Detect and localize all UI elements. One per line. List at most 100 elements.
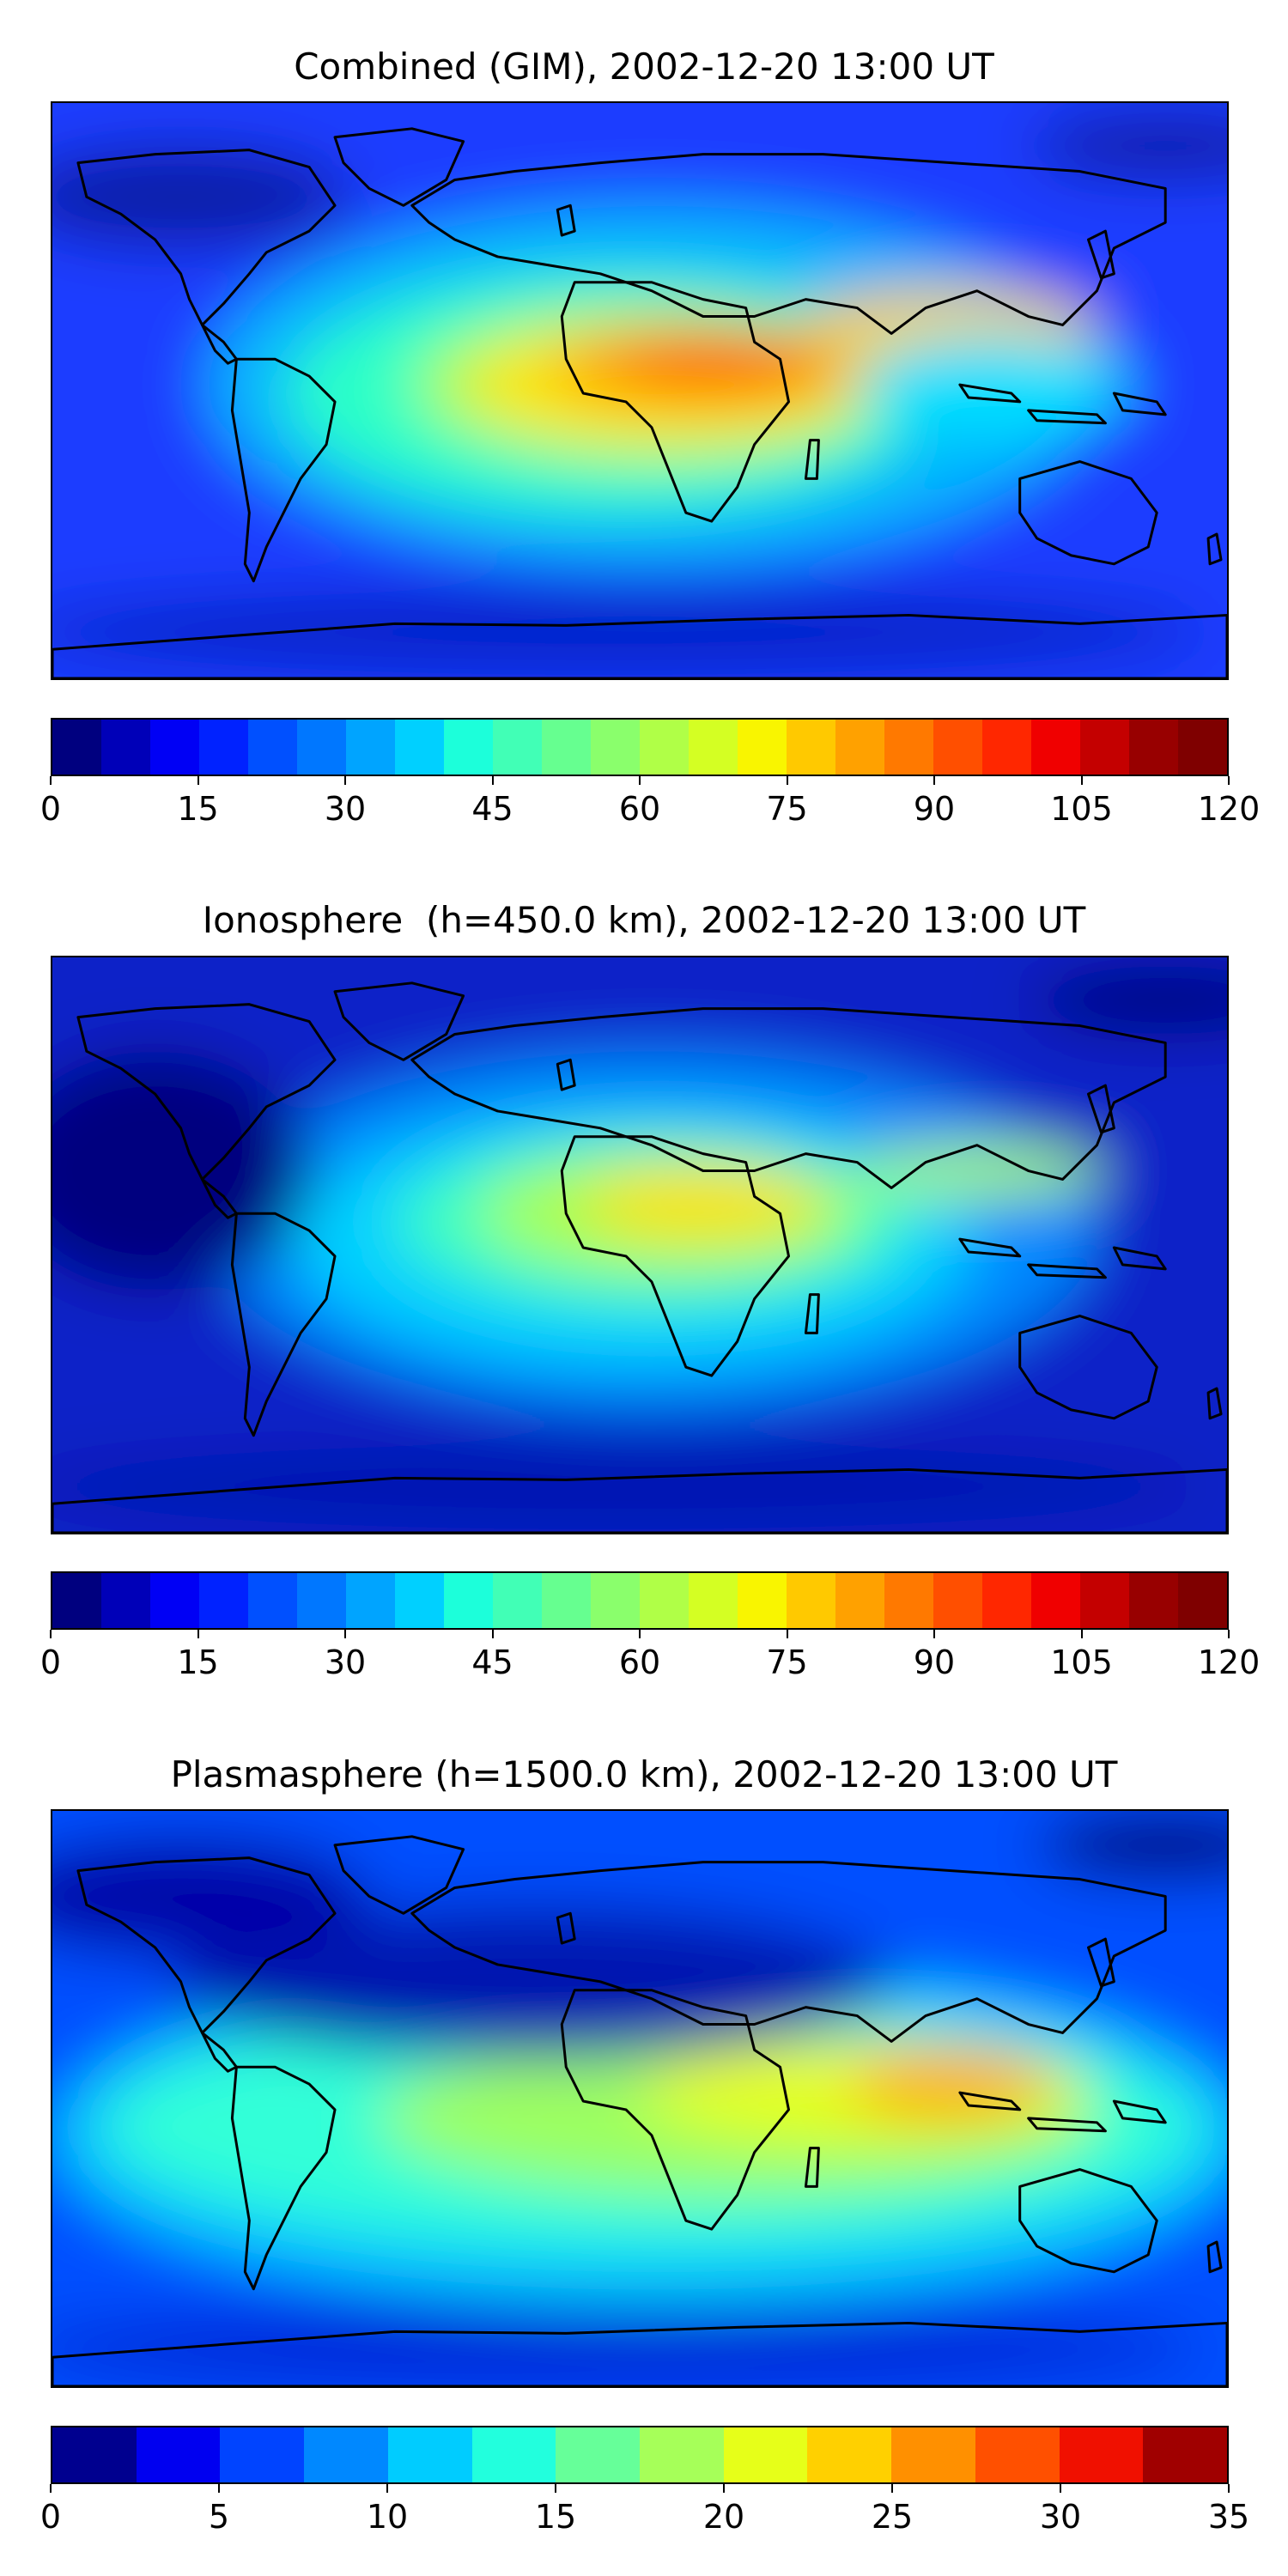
- colorbar-segment: [471, 2427, 556, 2482]
- colorbar-tick-label: 75: [766, 790, 808, 828]
- coastline: [410, 1861, 1167, 2043]
- colorbar-tick-label: 20: [702, 2498, 745, 2536]
- colorbar-tick-label: 15: [534, 2498, 577, 2536]
- coastline: [52, 2321, 1227, 2386]
- world-map-ionosphere: [51, 956, 1229, 1534]
- coastline: [200, 2031, 238, 2073]
- colorbar-tick-mark: [891, 2484, 893, 2493]
- colorbar-ticks: 0 15 30 45 60 75 90 105 120: [40, 776, 1260, 828]
- colorbar-tick-label: 75: [766, 1643, 808, 1681]
- coastline: [76, 149, 337, 326]
- coastline: [804, 2147, 820, 2188]
- tec-contour-region: [52, 1443, 1208, 1530]
- colorbar-tick-mark: [50, 1630, 52, 1638]
- colorbar-tick-mark: [1228, 2484, 1230, 2493]
- colorbar-segment: [346, 720, 395, 775]
- tec-contour-region: [848, 1145, 1106, 1197]
- colorbar-segment: [346, 1573, 395, 1628]
- coastline: [560, 281, 790, 523]
- colorbar-tick-mark: [639, 1630, 641, 1638]
- colorbar-segment: [556, 2427, 641, 2482]
- colorbar-segment: [1080, 720, 1129, 775]
- colorbar: [51, 2426, 1229, 2484]
- colorbar-tick-label: 25: [871, 2498, 914, 2536]
- panel-title: Ionosphere (h=450.0 km), 2002-12-20 13:0…: [202, 899, 1086, 941]
- coastline: [804, 439, 820, 480]
- tec-field: [52, 957, 1227, 1533]
- map-svg: [52, 1811, 1227, 2386]
- colorbar-segment: [387, 2427, 472, 2482]
- colorbar-tick-label: 45: [471, 790, 513, 828]
- coastline: [52, 1467, 1227, 1533]
- colorbar-segment: [723, 2427, 808, 2482]
- colorbar: [51, 718, 1229, 776]
- coastline: [1018, 2168, 1158, 2274]
- colorbar-tick-label: 45: [471, 1643, 513, 1681]
- colorbar-tick-mark: [723, 2484, 725, 2493]
- colorbar-segment: [1178, 1573, 1227, 1628]
- colorbar-tick-label: 105: [1050, 1643, 1113, 1681]
- colorbar-tick-label: 60: [618, 790, 661, 828]
- colorbar-segment: [395, 720, 444, 775]
- colorbar-tick-mark: [1228, 1630, 1230, 1638]
- colorbar-tick-mark: [555, 2484, 556, 2493]
- colorbar-tick-label: 90: [913, 790, 956, 828]
- coastlines: [52, 981, 1227, 1533]
- coastline: [76, 1003, 337, 1181]
- colorbar-segment: [982, 1573, 1031, 1628]
- coastline: [52, 613, 1227, 678]
- colorbar-segment: [101, 1573, 150, 1628]
- colorbar-tick-label: 30: [1039, 2498, 1082, 2536]
- colorbar-segment: [248, 1573, 297, 1628]
- coastline: [333, 981, 465, 1061]
- world-map-combined: [51, 101, 1229, 680]
- colorbar-tick-mark: [933, 1630, 935, 1638]
- colorbar-tick-mark: [491, 776, 494, 785]
- panel-title: Combined (GIM), 2002-12-20 13:00 UT: [294, 46, 994, 88]
- tec-contour-region: [52, 2306, 1208, 2386]
- colorbar-tick-mark: [50, 2484, 52, 2493]
- coastline: [1206, 2240, 1223, 2274]
- coastlines: [52, 127, 1227, 678]
- colorbar-segment: [1143, 2427, 1228, 2482]
- coastline: [1027, 409, 1107, 425]
- colorbar-segment: [982, 720, 1031, 775]
- colorbar-segment: [304, 2427, 388, 2482]
- colorbar-segment: [1059, 2427, 1144, 2482]
- coastline: [556, 204, 576, 237]
- colorbar-segment: [297, 1573, 346, 1628]
- colorbar-segment: [52, 1573, 101, 1628]
- colorbar-segment: [199, 720, 248, 775]
- colorbar-tick-label: 0: [39, 1643, 62, 1681]
- coastline: [1112, 1246, 1167, 1271]
- coastline: [333, 1835, 465, 1915]
- colorbar-tick-label: 90: [913, 1643, 956, 1681]
- colorbar-segment: [787, 1573, 835, 1628]
- colorbar-segment: [101, 720, 150, 775]
- tec-contour-region: [172, 1905, 892, 2059]
- colorbar-segment: [150, 1573, 199, 1628]
- coastline: [556, 1911, 576, 1945]
- colorbar-tick-label: 30: [324, 790, 367, 828]
- colorbar-segment: [640, 720, 689, 775]
- coastline: [958, 1237, 1022, 1258]
- colorbar-segment: [248, 720, 297, 775]
- colorbar-segment: [1178, 720, 1227, 775]
- coastline: [1018, 1315, 1158, 1420]
- colorbar-segment: [220, 2427, 305, 2482]
- colorbar-ticks: 0 5 10 15 20 25 30 35: [40, 2484, 1249, 2536]
- colorbar-segment: [395, 1573, 444, 1628]
- colorbar-segment: [591, 1573, 640, 1628]
- colorbar-tick-mark: [386, 2484, 388, 2493]
- coastline: [560, 1135, 790, 1377]
- map-svg: [52, 103, 1227, 678]
- coastlines: [52, 1835, 1227, 2386]
- coastline: [1206, 1387, 1223, 1420]
- coastline: [230, 1212, 337, 1437]
- colorbar-segment: [591, 720, 640, 775]
- coastline: [1018, 460, 1158, 566]
- coastline: [410, 1007, 1167, 1189]
- tec-contour-region: [52, 145, 352, 248]
- tec-contour-region: [52, 1836, 369, 1956]
- tec-contour-region: [583, 1170, 823, 1240]
